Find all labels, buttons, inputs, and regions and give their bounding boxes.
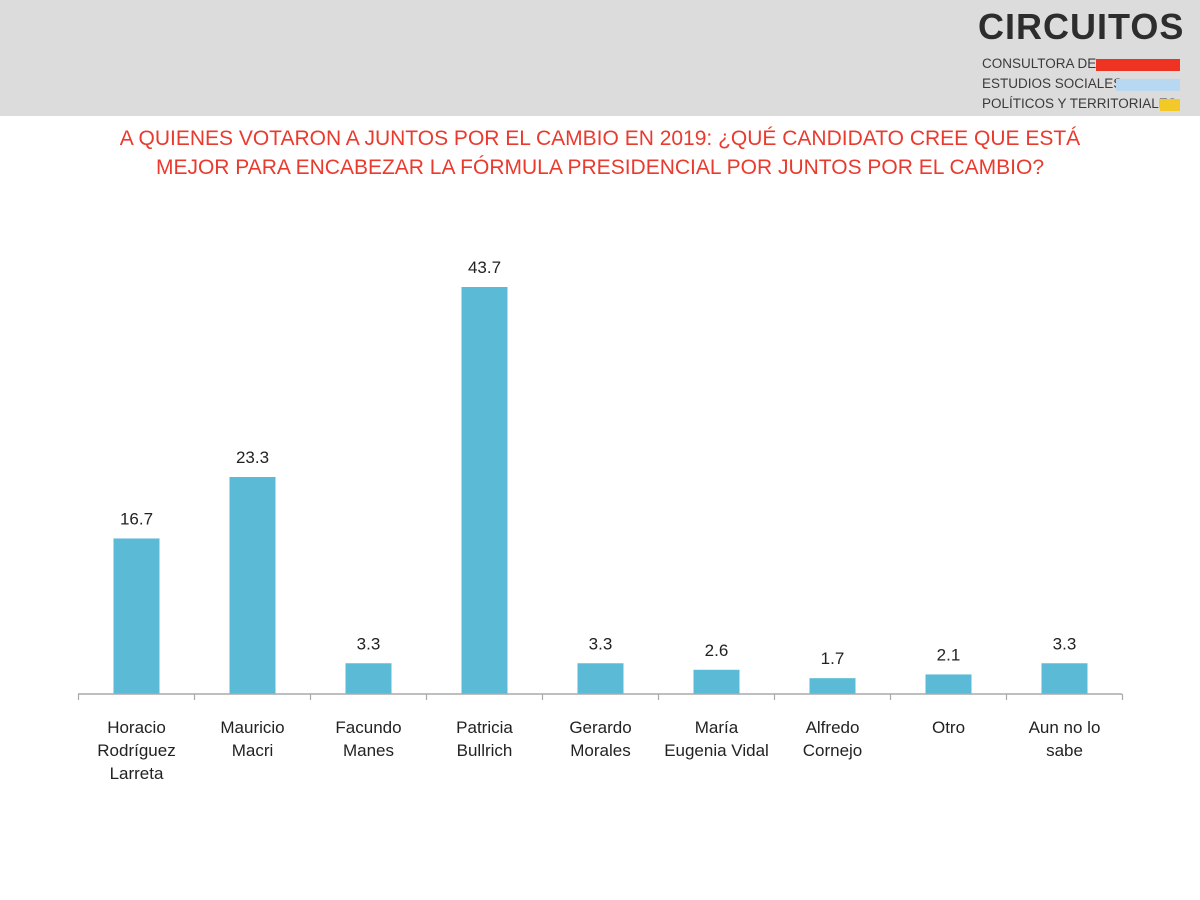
header-band [0, 0, 1200, 116]
circuitos-logo: CIRCUITOS CONSULTORA DE ESTUDIOS SOCIALE… [978, 6, 1188, 111]
category-label: Aun no lo sabe [1029, 718, 1101, 760]
category-label: Alfredo Cornejo [803, 718, 863, 760]
logo-stripe-blue [1116, 79, 1180, 91]
logo-stripe-red [1096, 59, 1180, 71]
category-label: Otro [932, 718, 965, 737]
bar-value-label: 2.6 [705, 641, 729, 660]
category-label: Facundo Manes [335, 718, 401, 760]
logo-name: CIRCUITOS [978, 6, 1185, 47]
category-label: Patricia Bullrich [456, 718, 513, 760]
category-label: Horacio Rodríguez Larreta [97, 718, 175, 783]
bar-value-label: 16.7 [120, 509, 153, 528]
bar-value-label: 23.3 [236, 448, 269, 467]
bar-value-label: 3.3 [1053, 634, 1077, 653]
category-label: María Eugenia Vidal [664, 718, 769, 760]
bar [229, 476, 276, 694]
bar [461, 287, 508, 694]
logo-line-3: POLÍTICOS Y TERRITORIALES [982, 96, 1177, 111]
bar [113, 538, 160, 694]
logo-stripe-yellow [1160, 99, 1180, 111]
category-label: Gerardo Morales [569, 718, 631, 760]
x-axis [77, 693, 1124, 700]
category-label: Mauricio Macri [220, 718, 284, 760]
bar [693, 669, 740, 694]
bar [925, 674, 972, 694]
chart-title: A QUIENES VOTARON A JUNTOS POR EL CAMBIO… [60, 124, 1140, 182]
logo-line-2: ESTUDIOS SOCIALES, [982, 76, 1127, 91]
chart-title-line-1: A QUIENES VOTARON A JUNTOS POR EL CAMBIO… [119, 127, 1081, 150]
bar [1041, 663, 1088, 694]
value-labels-group: 16.7 23.3 3.3 43.7 3.3 2.6 1.7 2.1 3.3 [120, 258, 1076, 668]
category-labels-group: Horacio Rodríguez Larreta Mauricio Macri Facu… [97, 718, 1100, 783]
bar-value-label: 3.3 [589, 634, 613, 653]
bar [809, 678, 856, 694]
bars-group [113, 287, 1088, 694]
chart-title-line-2: MEJOR PARA ENCABEZAR LA FÓRMULA PRESIDEN… [155, 156, 1045, 179]
bar-value-label: 2.1 [937, 645, 961, 664]
logo-line-1: CONSULTORA DE [982, 56, 1097, 71]
bar-value-label: 1.7 [821, 649, 845, 668]
bar-value-label: 43.7 [468, 258, 501, 277]
bar [577, 663, 624, 694]
bar [345, 663, 392, 694]
bar-value-label: 3.3 [357, 634, 381, 653]
